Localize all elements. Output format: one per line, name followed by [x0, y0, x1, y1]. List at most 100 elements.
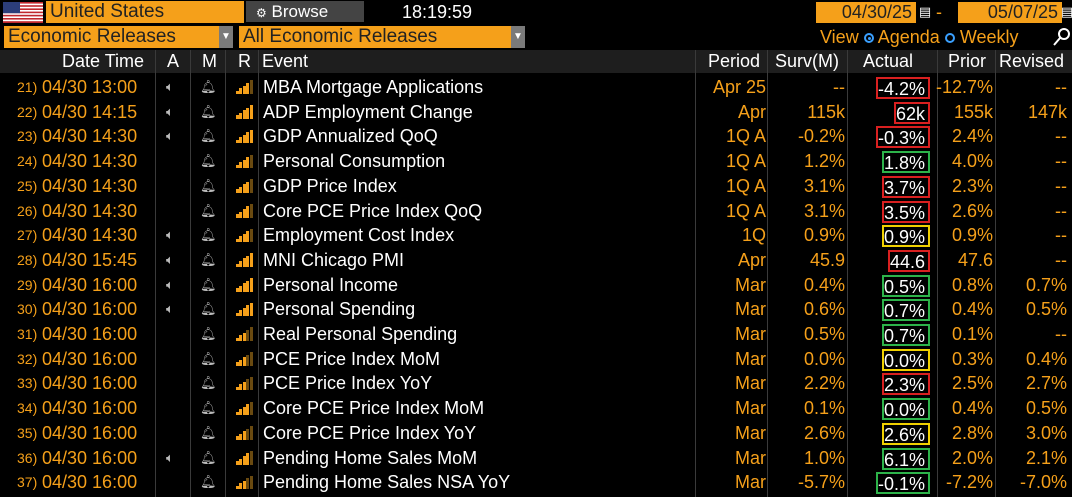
row-index[interactable]: 36): [17, 449, 38, 466]
table-row[interactable]: 32) 04/30 16:00 🔔︎ PCE Price Index MoM Mar 0.…: [0, 347, 1072, 371]
table-row[interactable]: 33) 04/30 16:00 🔔︎ PCE Price Index YoY Mar 2.…: [0, 371, 1072, 396]
speaker-icon[interactable]: 🔈︎: [166, 449, 174, 465]
agenda-radio[interactable]: [863, 33, 874, 43]
end-date-field[interactable]: 05/07/25: [958, 2, 1062, 23]
row-index[interactable]: 26): [17, 202, 38, 219]
col-relevance[interactable]: R: [238, 51, 251, 71]
table-row[interactable]: 34) 04/30 16:00 🔔︎ Core PCE Price Index MoM…: [0, 396, 1072, 421]
row-event[interactable]: MNI Chicago PMI: [263, 249, 405, 270]
bell-icon[interactable]: 🔔︎: [200, 227, 217, 243]
row-event[interactable]: Core PCE Price Index QoQ: [263, 200, 483, 221]
weekly-radio[interactable]: [944, 33, 955, 43]
speaker-icon[interactable]: 🔈︎: [166, 128, 174, 144]
row-index[interactable]: 32): [17, 350, 38, 367]
row-index[interactable]: 34): [17, 400, 38, 417]
table-row[interactable]: 36) 04/30 16:00 🔈︎ 🔔︎ Pending Home Sales MoM…: [0, 446, 1072, 470]
bell-icon[interactable]: 🔔︎: [200, 177, 217, 193]
bell-icon[interactable]: 🔔︎: [200, 153, 217, 169]
row-event[interactable]: MBA Mortgage Applications: [263, 77, 484, 97]
row-event[interactable]: Pending Home Sales NSA YoY: [263, 472, 511, 493]
table-row[interactable]: 22) 04/30 14:15 🔈︎ 🔔︎ ADP Employment Change A…: [0, 100, 1072, 124]
bell-icon[interactable]: 🔔︎: [200, 350, 217, 366]
browse-button[interactable]: ⚙ Browse: [246, 1, 364, 22]
speaker-icon[interactable]: 🔈︎: [166, 227, 174, 243]
category-dropdown[interactable]: Economic Releases ▼: [4, 26, 233, 48]
speaker-icon[interactable]: 🔈︎: [166, 276, 174, 292]
bell-icon[interactable]: 🔔︎: [200, 202, 217, 218]
row-index[interactable]: 21): [17, 79, 38, 95]
row-index[interactable]: 33): [17, 375, 38, 392]
col-revised[interactable]: Revised: [999, 51, 1065, 71]
table-row[interactable]: 21) 04/30 13:00 🔈︎ 🔔︎ MBA Mortgage Applicati…: [0, 75, 1072, 99]
bell-icon[interactable]: 🔔︎: [200, 128, 217, 144]
row-event[interactable]: GDP Price Index: [263, 175, 397, 196]
speaker-icon[interactable]: 🔈︎: [166, 103, 174, 119]
speaker-icon[interactable]: 🔈︎: [166, 301, 174, 317]
bell-icon[interactable]: 🔔︎: [200, 326, 217, 341]
col-prior[interactable]: Prior: [948, 51, 987, 71]
speaker-icon[interactable]: 🔈︎: [166, 79, 174, 94]
bell-icon[interactable]: 🔔︎: [200, 276, 217, 292]
row-event[interactable]: Core PCE Price Index YoY: [263, 422, 477, 443]
row-event[interactable]: Pending Home Sales MoM: [263, 447, 478, 468]
table-row[interactable]: 25) 04/30 14:30 🔔︎ GDP Price Index 1Q A 3.1% 3…: [0, 174, 1072, 198]
table-row[interactable]: 24) 04/30 14:30 🔔︎ Personal Consumption 1Q A…: [0, 149, 1072, 174]
bell-icon[interactable]: 🔔︎: [200, 103, 217, 119]
row-event[interactable]: Real Personal Spending: [263, 324, 458, 344]
bell-icon[interactable]: 🔔︎: [200, 449, 217, 465]
bell-icon[interactable]: 🔔︎: [200, 375, 217, 391]
col-surv[interactable]: Surv(M): [775, 51, 839, 71]
bell-icon[interactable]: 🔔︎: [200, 400, 217, 416]
speaker-icon[interactable]: 🔈︎: [166, 251, 174, 267]
row-index[interactable]: 31): [17, 326, 38, 342]
col-actual[interactable]: Actual: [863, 51, 914, 71]
bell-icon[interactable]: 🔔︎: [200, 474, 217, 490]
row-index[interactable]: 37): [17, 474, 38, 491]
row-event[interactable]: GDP Annualized QoQ: [263, 126, 438, 147]
bell-icon[interactable]: 🔔︎: [200, 301, 217, 317]
subcategory-dropdown[interactable]: All Economic Releases ▼: [239, 26, 525, 48]
table-row[interactable]: 28) 04/30 15:45 🔈︎ 🔔︎ MNI Chicago PMI Apr 45.9…: [0, 248, 1072, 272]
row-index[interactable]: 27): [17, 227, 38, 244]
row-event[interactable]: Personal Consumption: [263, 151, 446, 172]
table-row[interactable]: 30) 04/30 16:00 🔈︎ 🔔︎ Personal Spending Mar 0.…: [0, 297, 1072, 322]
row-index[interactable]: 24): [17, 153, 38, 170]
col-datetime[interactable]: Date Time: [62, 51, 145, 71]
end-calendar-icon[interactable]: ▤: [1060, 4, 1072, 19]
row-event[interactable]: Personal Spending: [263, 299, 416, 320]
row-event[interactable]: Personal Income: [263, 274, 399, 295]
row-index[interactable]: 28): [17, 251, 38, 268]
bell-icon[interactable]: 🔔︎: [200, 251, 217, 267]
country-dropdown[interactable]: United States: [46, 1, 244, 23]
row-index[interactable]: 23): [17, 128, 38, 145]
bell-icon[interactable]: 🔔︎: [200, 424, 217, 440]
zoom-icon[interactable]: [1052, 26, 1072, 48]
row-index[interactable]: 22): [17, 103, 38, 120]
col-event[interactable]: Event: [262, 51, 309, 71]
row-event[interactable]: ADP Employment Change: [263, 101, 473, 122]
row-event[interactable]: Core PCE Price Index MoM: [263, 398, 485, 419]
table-row[interactable]: 31) 04/30 16:00 🔔︎ Real Personal Spending Ma…: [0, 322, 1072, 346]
table-row[interactable]: 26) 04/30 14:30 🔔︎ Core PCE Price Index QoQ…: [0, 199, 1072, 223]
row-index[interactable]: 35): [17, 424, 38, 441]
agenda-option[interactable]: Agenda: [877, 27, 940, 47]
col-m[interactable]: M: [202, 51, 217, 71]
weekly-option[interactable]: Weekly: [959, 27, 1019, 47]
bell-icon[interactable]: 🔔︎: [200, 79, 217, 94]
table-row[interactable]: 27) 04/30 14:30 🔈︎ 🔔︎ Employment Cost Index 1…: [0, 223, 1072, 248]
table-row[interactable]: 23) 04/30 14:30 🔈︎ 🔔︎ GDP Annualized QoQ 1Q A…: [0, 124, 1072, 149]
row-index[interactable]: 29): [17, 276, 38, 293]
row-event[interactable]: Employment Cost Index: [263, 225, 455, 246]
row-index[interactable]: 30): [17, 301, 38, 318]
col-period[interactable]: Period: [708, 51, 761, 71]
table-row[interactable]: 35) 04/30 16:00 🔔︎ Core PCE Price Index YoY…: [0, 421, 1072, 445]
start-date-field[interactable]: 04/30/25: [816, 2, 916, 23]
col-alarm[interactable]: A: [167, 51, 180, 71]
row-survey: -0.2%: [797, 126, 845, 147]
start-calendar-icon[interactable]: ▤: [918, 4, 932, 19]
row-event[interactable]: PCE Price Index MoM: [263, 348, 441, 369]
row-event[interactable]: PCE Price Index YoY: [263, 373, 433, 394]
table-row[interactable]: 29) 04/30 16:00 🔈︎ 🔔︎ Personal Income Mar 0.4%…: [0, 273, 1072, 297]
table-row[interactable]: 37) 04/30 16:00 🔔︎ Pending Home Sales NSA Y…: [0, 470, 1072, 495]
row-index[interactable]: 25): [17, 177, 38, 194]
